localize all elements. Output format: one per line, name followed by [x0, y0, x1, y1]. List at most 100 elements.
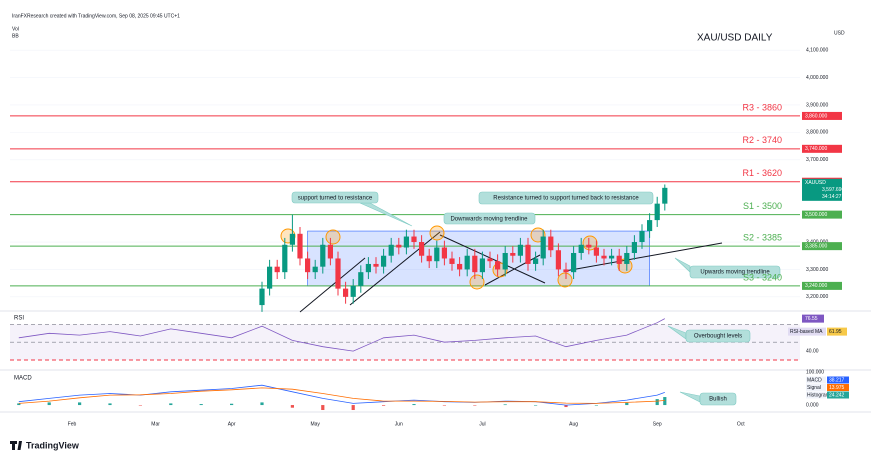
- level-label: R1 - 3620: [742, 168, 782, 178]
- value-box: [827, 327, 847, 336]
- value-box-label: 61.95: [829, 329, 842, 335]
- value-box: [827, 384, 849, 391]
- logo-text: TradingView: [26, 440, 80, 450]
- level-label: S2 - 3385: [743, 233, 782, 243]
- candle-body: [601, 255, 607, 259]
- candle-body: [274, 266, 280, 273]
- candle-body: [320, 244, 326, 267]
- candle-body: [495, 261, 501, 270]
- candle-body: [282, 244, 288, 273]
- price-box-label: 3,500.000: [805, 212, 827, 218]
- candle-body: [419, 242, 425, 256]
- value-box-label: 24.242: [829, 392, 845, 398]
- ma-name: RSI-based MA: [790, 329, 823, 335]
- candle-body: [358, 272, 364, 286]
- x-tick-label: May: [310, 421, 320, 427]
- candle-body: [365, 263, 371, 273]
- price-box: [802, 242, 842, 251]
- candle-body: [555, 250, 561, 270]
- x-tick-label: Jun: [395, 421, 403, 427]
- candle-body: [381, 255, 387, 267]
- candle-body: [464, 255, 470, 270]
- trendline: [564, 242, 723, 272]
- histogram-bar: [138, 405, 142, 406]
- swing-circle: [429, 225, 445, 241]
- pane-title: MACD: [14, 376, 32, 382]
- candle-body: [540, 236, 546, 259]
- candle-body: [487, 258, 493, 262]
- y-tick-label: 40.00: [806, 348, 819, 354]
- symbol-label: XAUUSD: [805, 180, 826, 186]
- candle-body: [647, 220, 653, 232]
- annotation: Upwards moving trendline: [700, 270, 770, 276]
- candle-body: [327, 244, 333, 259]
- histogram-bar: [663, 397, 667, 406]
- value-box: [827, 391, 849, 399]
- callout-box: [443, 212, 536, 225]
- candle-body: [479, 258, 485, 273]
- candle-body: [335, 258, 341, 289]
- candle-body: [343, 288, 349, 297]
- histogram-bar: [17, 403, 21, 406]
- value-box: [827, 376, 849, 384]
- price-box-label: 3,385.000: [805, 243, 827, 249]
- x-tick-label: Mar: [151, 421, 160, 427]
- histogram-bar: [503, 404, 507, 406]
- trendline: [349, 231, 441, 306]
- histogram-bar: [382, 405, 386, 406]
- price-box: [802, 144, 842, 153]
- callout-box: [291, 191, 379, 204]
- candle-body: [426, 255, 432, 262]
- annotation: Resistance turned to support turned back…: [493, 196, 639, 202]
- histogram-bar: [169, 403, 173, 406]
- legend-name-box: [806, 384, 826, 391]
- candle-body: [267, 266, 273, 289]
- histogram-bar: [442, 405, 446, 406]
- callout-box: [689, 265, 781, 279]
- histogram-bar: [564, 405, 568, 408]
- x-tick-label: Feb: [68, 421, 77, 427]
- y-tick-label: 100.000: [806, 369, 824, 375]
- candle-body: [350, 285, 356, 297]
- callout-box: [699, 392, 737, 406]
- callout-box: [685, 329, 751, 343]
- candle-body: [639, 231, 645, 243]
- swing-circle: [557, 272, 573, 288]
- candle-body: [403, 236, 409, 248]
- value-box-label: 76.55: [805, 316, 818, 322]
- candle-body: [259, 288, 265, 306]
- candle-body: [305, 258, 311, 273]
- swing-circle: [325, 229, 341, 245]
- price-box-label: 3,860.000: [805, 113, 827, 119]
- y-tick-label: 3,800.000: [806, 130, 828, 136]
- legend-name: Signal: [807, 385, 821, 391]
- candle-body: [396, 244, 402, 248]
- level-label: R3 - 3860: [742, 102, 782, 112]
- price-box: [802, 210, 842, 219]
- last-price-label: 3,597.690: [822, 187, 844, 193]
- annotation: Downwards moving trendline: [450, 217, 528, 223]
- callout-box: [478, 191, 654, 205]
- price-box: [802, 281, 842, 290]
- candle-body: [548, 236, 554, 251]
- y-tick-label: 3,900.000: [806, 102, 828, 108]
- credit: IranFXResearch created with TradingView.…: [12, 13, 180, 19]
- y-tick-label: 3,300.000: [806, 267, 828, 273]
- candle-body: [624, 252, 630, 264]
- x-tick-label: Jul: [479, 421, 485, 427]
- candle-body: [289, 233, 295, 245]
- y-tick-label: 4,100.000: [806, 47, 828, 53]
- indicator-label: BB: [12, 33, 19, 39]
- candle-body: [593, 247, 599, 256]
- callouts: [291, 191, 781, 406]
- legend-name-box: [806, 376, 826, 384]
- histogram-bar: [351, 405, 355, 411]
- chart-title: XAU/USD DAILY: [697, 33, 773, 44]
- candle-body: [517, 244, 523, 256]
- candle-body: [373, 263, 379, 267]
- histogram-bar: [199, 404, 203, 406]
- value-box-label: 38.217: [829, 377, 845, 383]
- y-tick-label: 3,700.000: [806, 157, 828, 163]
- candle-body: [434, 247, 440, 262]
- candle-body: [525, 244, 531, 264]
